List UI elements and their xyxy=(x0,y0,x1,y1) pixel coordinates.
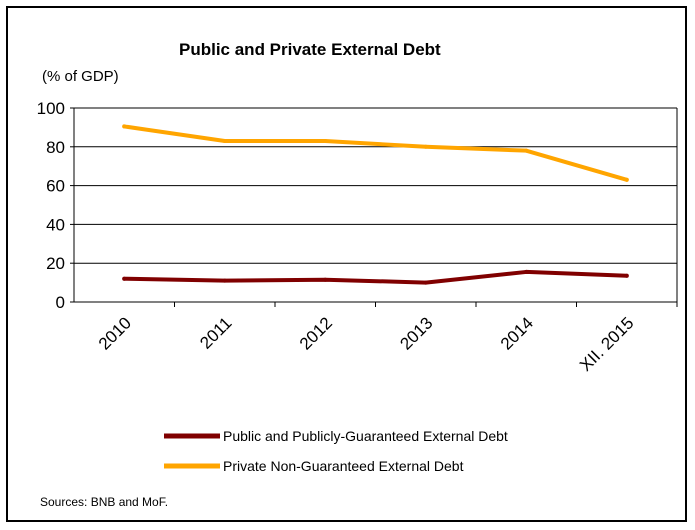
y-tick-label: 0 xyxy=(56,293,65,312)
data-point xyxy=(222,138,227,143)
grid-lines xyxy=(70,107,678,307)
data-point xyxy=(423,280,428,285)
chart-title: Public and Private External Debt xyxy=(179,40,441,59)
y-axis-ticks: 0 20 40 60 80 100 xyxy=(37,99,65,312)
data-point xyxy=(323,138,328,143)
legend: Public and Publicly-Guaranteed External … xyxy=(164,428,508,474)
legend-label-public: Public and Publicly-Guaranteed External … xyxy=(223,428,508,444)
data-point xyxy=(222,278,227,283)
series-line-private xyxy=(122,124,629,182)
data-point xyxy=(524,269,529,274)
line-chart: Public and Private External Debt (% of G… xyxy=(37,40,678,509)
data-point xyxy=(423,144,428,149)
y-tick-label: 60 xyxy=(46,177,65,196)
x-tick-label: 2013 xyxy=(396,313,436,353)
series-line-public xyxy=(122,269,629,285)
data-point xyxy=(524,148,529,153)
x-tick-label: XII. 2015 xyxy=(576,313,638,375)
series-lines xyxy=(122,124,629,285)
data-point xyxy=(323,277,328,282)
y-tick-label: 40 xyxy=(46,215,65,234)
y-tick-label: 20 xyxy=(46,254,65,273)
x-tick-label: 2010 xyxy=(95,313,135,353)
source-note: Sources: BNB and MoF. xyxy=(40,495,168,509)
data-point xyxy=(122,124,127,129)
y-tick-label: 100 xyxy=(37,99,65,118)
data-point xyxy=(624,273,629,278)
legend-label-private: Private Non-Guaranteed External Debt xyxy=(223,458,464,474)
data-point xyxy=(122,276,127,281)
y-tick-label: 80 xyxy=(46,138,65,157)
unit-label: (% of GDP) xyxy=(42,68,119,85)
data-point xyxy=(624,177,629,182)
x-tick-label: 2014 xyxy=(497,313,537,353)
chart-frame: Public and Private External Debt (% of G… xyxy=(6,6,687,522)
x-tick-label: 2011 xyxy=(196,313,235,352)
x-tick-label: 2012 xyxy=(296,313,336,353)
x-axis-ticks: 2010 2011 2012 2013 2014 XII. 2015 xyxy=(95,313,638,375)
